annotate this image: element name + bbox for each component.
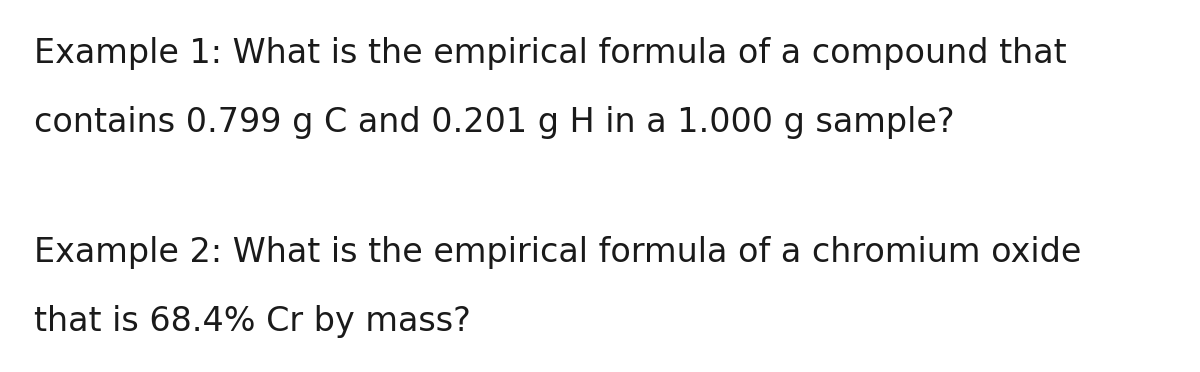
Text: contains 0.799 g C and 0.201 g H in a 1.000 g sample?: contains 0.799 g C and 0.201 g H in a 1.… (34, 106, 954, 139)
Text: that is 68.4% Cr by mass?: that is 68.4% Cr by mass? (34, 305, 470, 338)
Text: Example 1: What is the empirical formula of a compound that: Example 1: What is the empirical formula… (34, 38, 1067, 70)
Text: Example 2: What is the empirical formula of a chromium oxide: Example 2: What is the empirical formula… (34, 237, 1081, 269)
